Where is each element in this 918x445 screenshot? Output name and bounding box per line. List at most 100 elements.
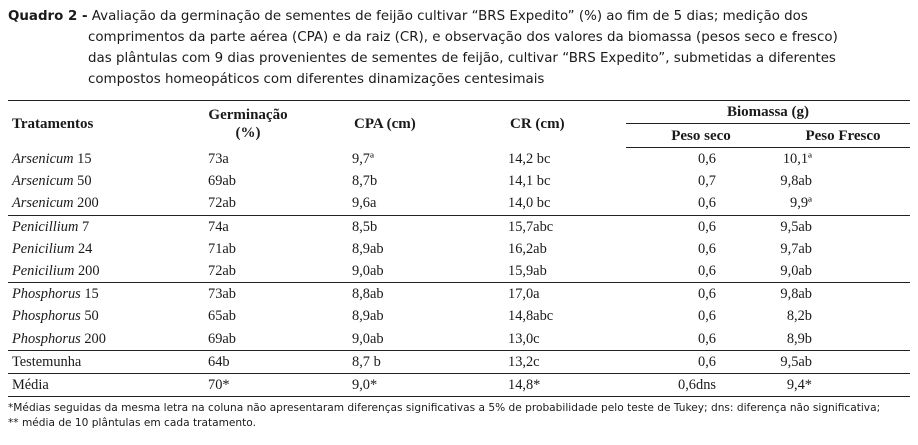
cell-tratamento: Phosphorus 50: [8, 305, 182, 327]
table-body: Arsenicum 15 73a 9,7ª 14,2 bc 0,6 10,1ª Arseni…: [8, 148, 910, 398]
cell-germinacao: 70*: [182, 373, 314, 398]
table-row: Arsenicum 200 72ab 9,6a 14,0 bc 0,6 9,9ª: [8, 192, 910, 216]
cell-germinacao: 74a: [208, 218, 229, 235]
table-row: Phosphorus 200 69ab 9,0ab 13,0c 0,6 8,9b: [8, 327, 910, 351]
cell-germinacao: 73a: [208, 150, 229, 167]
cell-cr: 16,2ab: [508, 240, 547, 257]
cell-germinacao: 64b: [182, 350, 314, 374]
cell-cr: 13,2c: [488, 350, 626, 374]
cell-tratamento: Arsenicum 50: [8, 170, 182, 192]
table-row: Penicillium 7 74a 8,5b 15,7abc 0,6 9,5ab: [8, 215, 910, 238]
cell-germinacao: 72ab: [182, 259, 314, 284]
cell-cpa: 9,7ª: [352, 150, 374, 167]
cell-cr: 13,0c: [488, 327, 626, 351]
dynamization: 200: [74, 263, 100, 280]
header-biomassa: Biomassa (g): [626, 100, 910, 124]
cell-cpa: 8,8ab: [352, 286, 384, 303]
header-cr: CR (cm): [510, 116, 565, 133]
cell-peso-seco: 0,6: [698, 240, 716, 257]
species-name: Penicillium: [12, 218, 79, 235]
cell-cpa: 9,6a: [314, 192, 488, 216]
species-name: Arsenicum: [12, 173, 74, 190]
cell-peso-fresco: 9,8ab: [780, 173, 812, 190]
table-row: Penicilium 24 71ab 8,9ab 16,2ab 0,6 9,7ab: [8, 238, 910, 260]
header-germinacao-line1: Germinação: [208, 107, 288, 124]
cell-germinacao: 65ab: [208, 308, 236, 325]
cell-peso-fresco: 9,7ab: [780, 240, 812, 257]
header-cpa: CPA (cm): [354, 116, 416, 133]
cell-peso-seco: 0,7: [698, 173, 716, 190]
cell-cpa: 9,0*: [314, 373, 488, 398]
cell-peso-fresco: 8,2b: [786, 308, 812, 325]
cell-cr: 14,8abc: [508, 308, 554, 325]
cell-peso-fresco: 9,0ab: [776, 259, 910, 284]
header-peso-fresco: Peso Fresco: [776, 123, 910, 148]
cell-peso-seco: 0,6: [626, 327, 776, 351]
cell-tratamento: Média: [8, 373, 182, 398]
caption-line-2: comprimentos da parte aérea (CPA) e da r…: [88, 30, 838, 45]
caption-label: Quadro 2 -: [8, 9, 88, 24]
cell-cpa: 9,0ab: [314, 327, 488, 351]
caption-text-1: Avaliação da germinação de sementes de f…: [87, 9, 808, 24]
cell-cr: 14,1 bc: [508, 173, 551, 190]
header-germinacao: Germinação (%): [182, 101, 314, 148]
cell-cpa: 9,0ab: [314, 259, 488, 284]
header-peso-seco: Peso seco: [626, 123, 776, 148]
cell-tratamento: Phosphorus 200: [8, 327, 182, 351]
dynamization: Média: [12, 376, 49, 393]
cell-peso-fresco: 8,9b: [776, 327, 910, 351]
cell-tratamento: Arsenicum 15: [8, 148, 182, 171]
species-name: Penicilium: [12, 263, 75, 280]
footnotes: *Médias seguidas da mesma letra na colun…: [8, 401, 918, 431]
cell-germinacao: 73ab: [208, 286, 236, 303]
cell-cr: 14,0 bc: [488, 192, 626, 216]
cell-peso-fresco: 10,1ª: [782, 151, 812, 168]
cell-peso-fresco: 9,4*: [776, 373, 910, 398]
species-name: Phosphorus: [12, 308, 81, 325]
caption-line-1: Quadro 2 - Avaliação da germinação de se…: [8, 6, 910, 27]
cell-tratamento: Penicilium 24: [8, 238, 182, 260]
species-name: Penicilium: [12, 240, 75, 257]
cell-peso-seco: 0,6: [626, 259, 776, 284]
table-row: Testemunha 64b 8,7 b 13,2c 0,6 9,5ab: [8, 350, 910, 374]
table-row: Arsenicum 50 69ab 8,7b 14,1 bc 0,7 9,8ab: [8, 170, 910, 192]
cell-cpa: 8,9ab: [352, 240, 384, 257]
header-germinacao-line2: (%): [235, 125, 261, 142]
header-tratamentos: Tratamentos: [12, 116, 94, 133]
species-name: Phosphorus: [12, 286, 81, 303]
dynamization: 200: [73, 195, 99, 212]
cell-peso-fresco: 9,8ab: [780, 286, 812, 303]
cell-peso-seco: 0,6: [626, 192, 776, 216]
cell-germinacao: 72ab: [182, 192, 314, 216]
dynamization: 24: [74, 240, 93, 257]
cell-peso-seco: 0,6: [698, 308, 716, 325]
cell-tratamento: Phosphorus 15: [8, 283, 182, 306]
cell-tratamento: Penicillium 7: [8, 215, 182, 238]
cell-peso-fresco: 9,5ab: [780, 218, 812, 235]
dynamization: 200: [80, 330, 106, 347]
cell-cpa: 8,7 b: [314, 350, 488, 374]
caption-line-3: das plântulas com 9 dias provenientes de…: [88, 51, 836, 66]
cell-peso-seco: 0,6dns: [626, 373, 776, 398]
cell-cr: 15,9ab: [488, 259, 626, 284]
cell-peso-fresco: 9,5ab: [776, 350, 910, 374]
cell-cr: 15,7abc: [508, 218, 554, 235]
dynamization: 15: [73, 150, 92, 167]
dynamization: Testemunha: [12, 353, 82, 370]
table-row: Phosphorus 50 65ab 8,9ab 14,8abc 0,6 8,2b: [8, 305, 910, 327]
species-name: Phosphorus: [12, 330, 81, 347]
cell-cpa: 8,5b: [352, 218, 378, 235]
results-table: Tratamentos Germinação (%) CPA (cm) CR (…: [8, 100, 910, 398]
species-name: Arsenicum: [12, 150, 74, 167]
cell-cpa: 8,9ab: [352, 308, 384, 325]
cell-cr: 14,8*: [488, 373, 626, 398]
cell-germinacao: 69ab: [208, 173, 236, 190]
caption-line-4: compostos homeopáticos com diferentes di…: [88, 72, 545, 87]
species-name: Arsenicum: [12, 195, 74, 212]
cell-germinacao: 71ab: [208, 240, 236, 257]
table-row: Média 70* 9,0* 14,8* 0,6dns 9,4*: [8, 373, 910, 398]
cell-tratamento: Arsenicum 200: [8, 192, 182, 216]
cell-peso-seco: 0,6: [626, 350, 776, 374]
table-caption: Quadro 2 - Avaliação da germinação de se…: [8, 6, 910, 90]
cell-germinacao: 69ab: [182, 327, 314, 351]
